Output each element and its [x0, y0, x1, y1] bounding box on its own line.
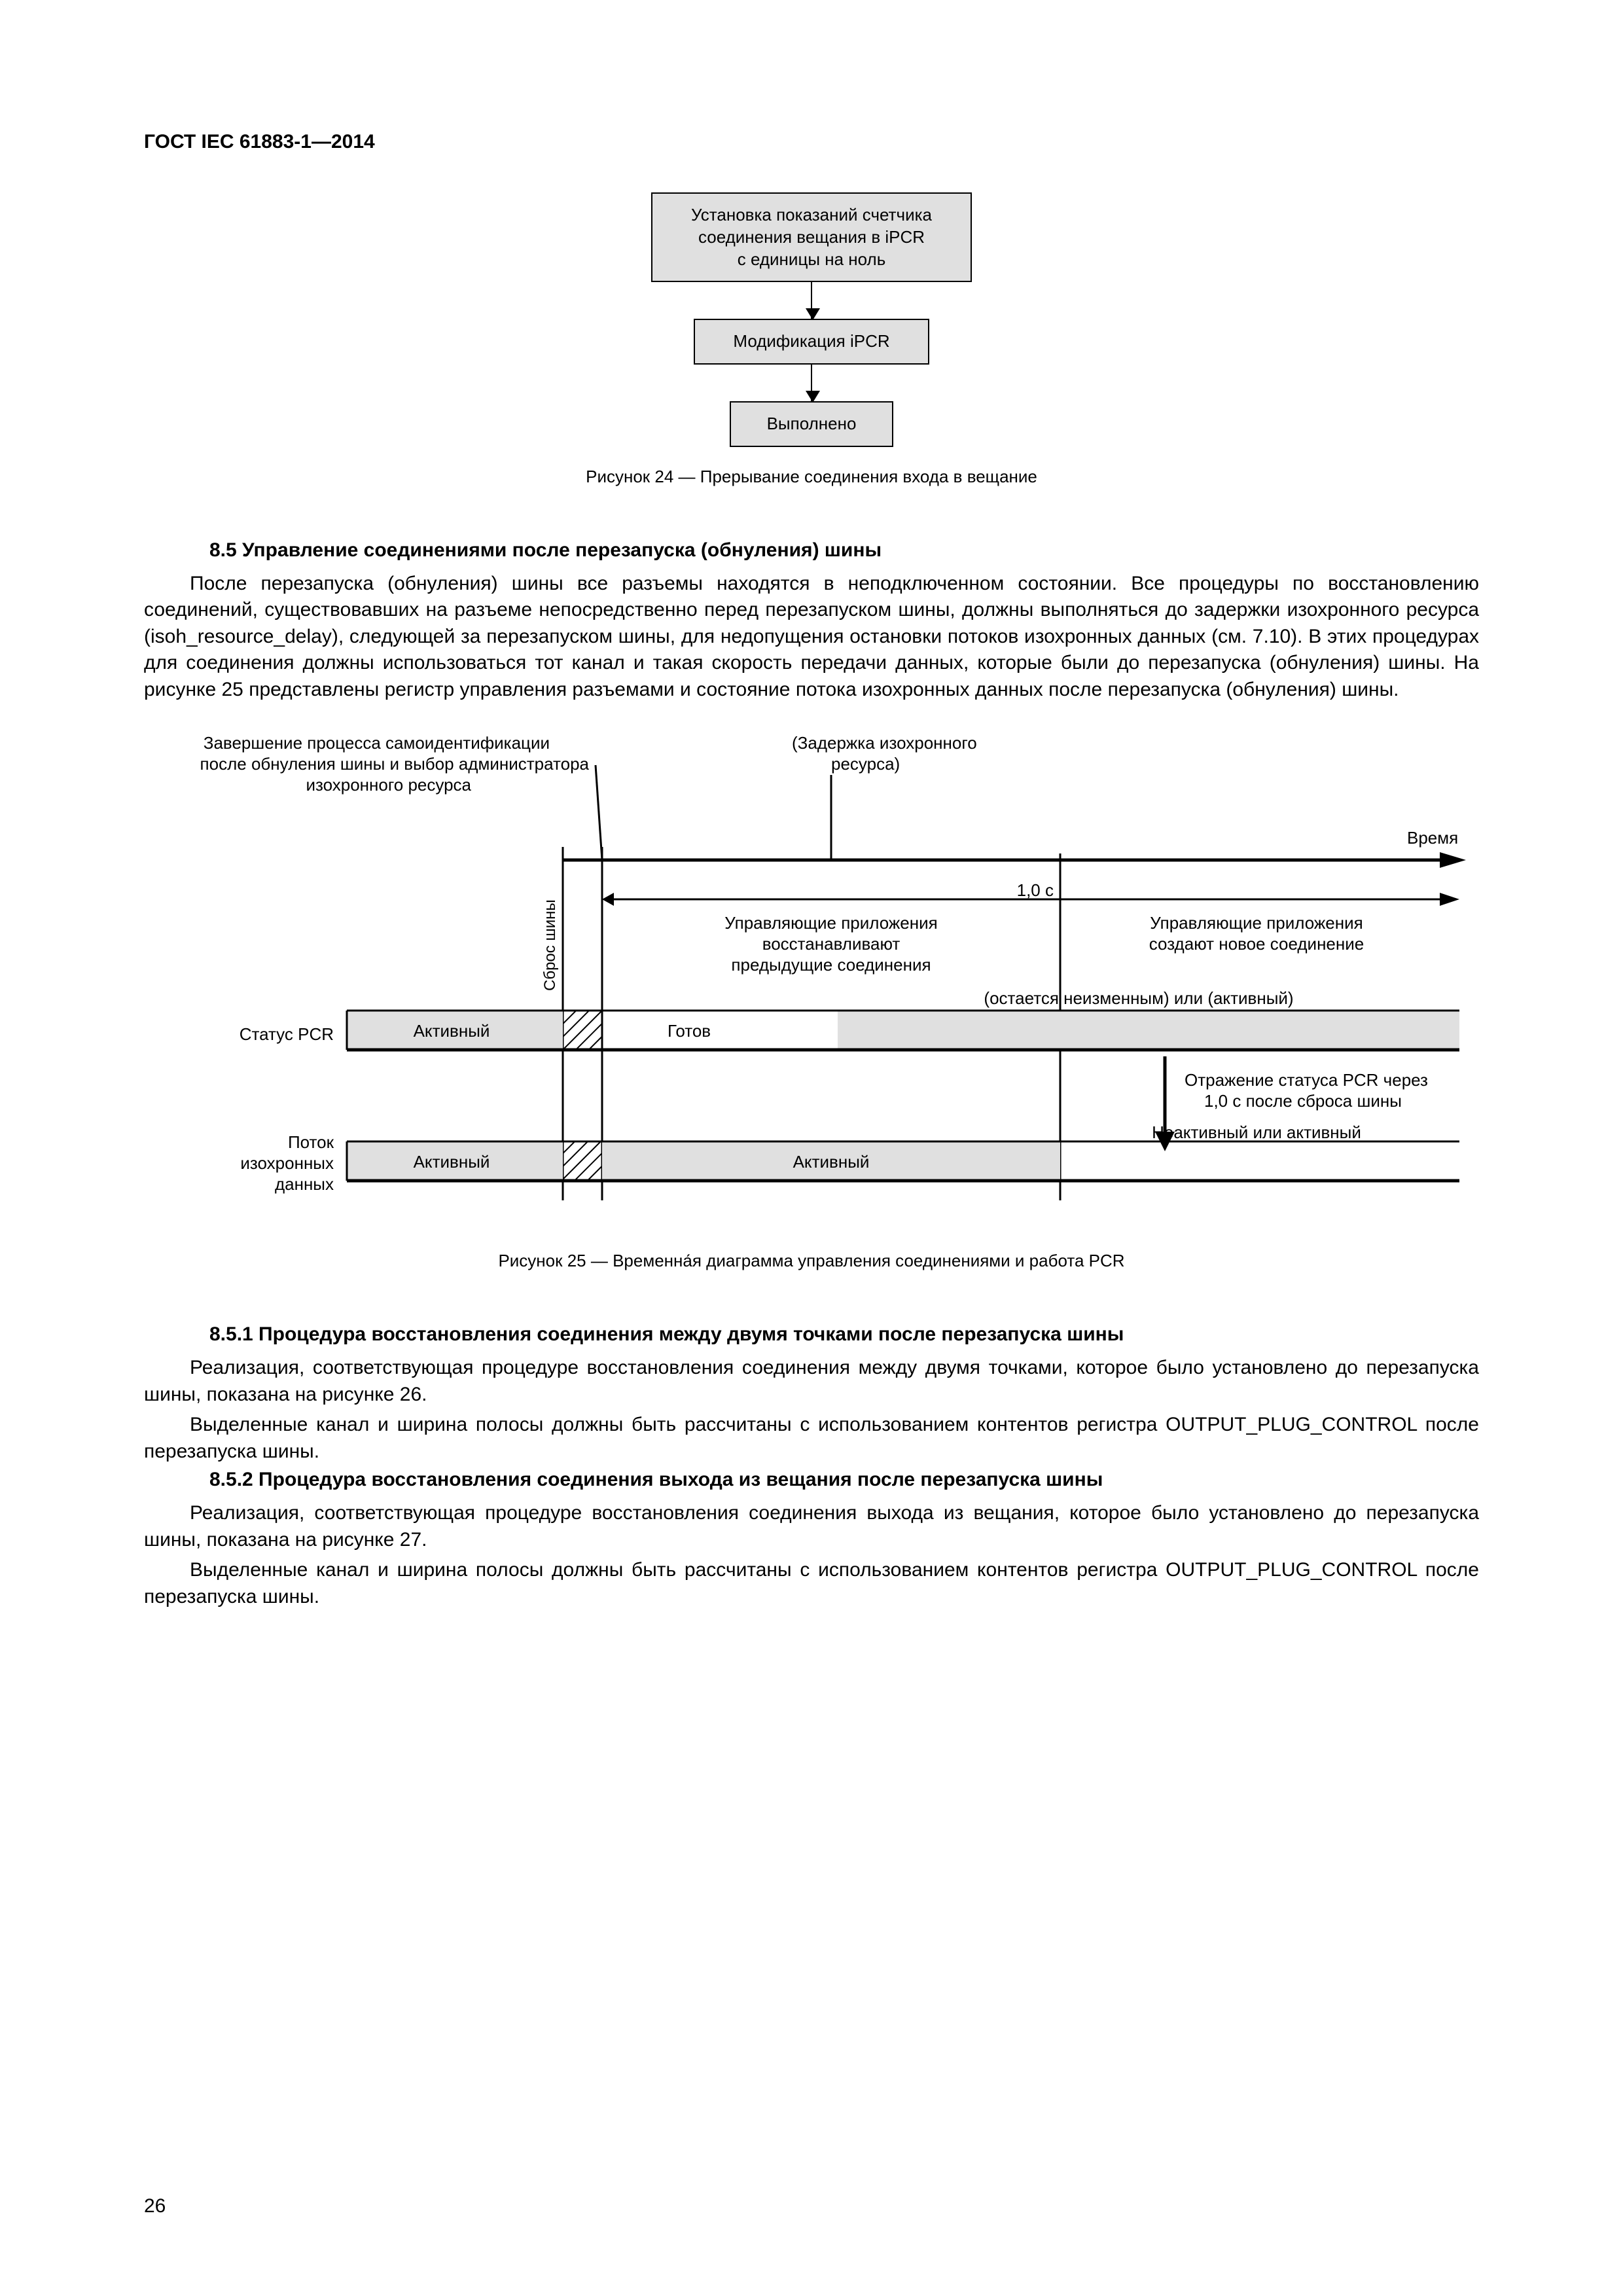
t-1s: 1,0 с: [1017, 880, 1054, 900]
t-row2-mid: Активный: [793, 1152, 870, 1172]
t-row2-l3: данных: [275, 1174, 334, 1194]
t-mid-r1: Управляющие приложения: [1150, 913, 1363, 933]
t-row2-l1: Поток: [288, 1132, 334, 1152]
heading-8-5: 8.5 Управление соединениями после переза…: [144, 539, 1479, 562]
t-top-left-2: после обнуления шины и выбор администрат…: [200, 754, 590, 774]
flow-arrow-1: [811, 282, 812, 319]
para-851-2: Выделенные канал и ширина полосы должны …: [144, 1412, 1479, 1465]
t-row1-right: (остается неизменным) или (активный): [984, 988, 1293, 1008]
t-row1-label: Статус PCR: [240, 1024, 334, 1044]
flow-box-3: Выполнено: [730, 401, 893, 447]
figure-24-caption: Рисунок 24 — Прерывание соединения входа…: [144, 467, 1479, 487]
t-row2-l2: изохронных: [240, 1153, 334, 1173]
heading-8-5-2: 8.5.2 Процедура восстановления соединени…: [144, 1469, 1479, 1491]
figure-25-timing-diagram: Завершение процесса самоидентификации по…: [144, 729, 1479, 1231]
t-mid-c1: Управляющие приложения: [724, 913, 937, 933]
para-852-1: Реализация, соответствующая процедуре во…: [144, 1500, 1479, 1553]
t-row1-mid: Готов: [668, 1021, 711, 1041]
t-mid-c2: восстанавливают: [762, 934, 901, 954]
para-852-2: Выделенные канал и ширина полосы должны …: [144, 1557, 1479, 1610]
page-number: 26: [144, 2195, 166, 2217]
t-reflect-2: 1,0 с после сброса шины: [1204, 1091, 1402, 1111]
t-top-right-2: ресурса): [831, 754, 900, 774]
page: ГОСТ IEC 61883-1—2014 Установка показани…: [0, 0, 1623, 2296]
figure-24-flowchart: Установка показаний счетчикасоединения в…: [144, 192, 1479, 447]
t-row2-right: Неактивный или активный: [1152, 1122, 1361, 1142]
flow-arrow-2: [811, 365, 812, 401]
flow-box-2: Модификация iPCR: [694, 319, 929, 365]
t-mid-c3: предыдущие соединения: [731, 955, 931, 975]
doc-header: ГОСТ IEC 61883-1—2014: [144, 131, 1479, 153]
para-8-5: После перезапуска (обнуления) шины все р…: [144, 571, 1479, 704]
t-row2-left: Активный: [414, 1152, 490, 1172]
t-mid-r2: создают новое соединение: [1149, 934, 1364, 954]
t-top-left-3: изохронного ресурса: [306, 775, 471, 795]
figure-25-caption: Рисунок 25 — Временна́я диаграмма управл…: [144, 1251, 1479, 1271]
t-time-label: Время: [1407, 828, 1458, 848]
t-top-left-1: Завершение процесса самоидентификации: [204, 733, 550, 753]
t-bus-reset: Сброс шины: [541, 900, 559, 992]
flow-box-1: Установка показаний счетчикасоединения в…: [651, 192, 972, 282]
t-reflect-1: Отражение статуса PCR через: [1185, 1070, 1428, 1090]
t-row1-left: Активный: [414, 1021, 490, 1041]
para-851-1: Реализация, соответствующая процедуре во…: [144, 1355, 1479, 1408]
heading-8-5-1: 8.5.1 Процедура восстановления соединени…: [144, 1323, 1479, 1346]
t-top-right-1: (Задержка изохронного: [792, 733, 977, 753]
